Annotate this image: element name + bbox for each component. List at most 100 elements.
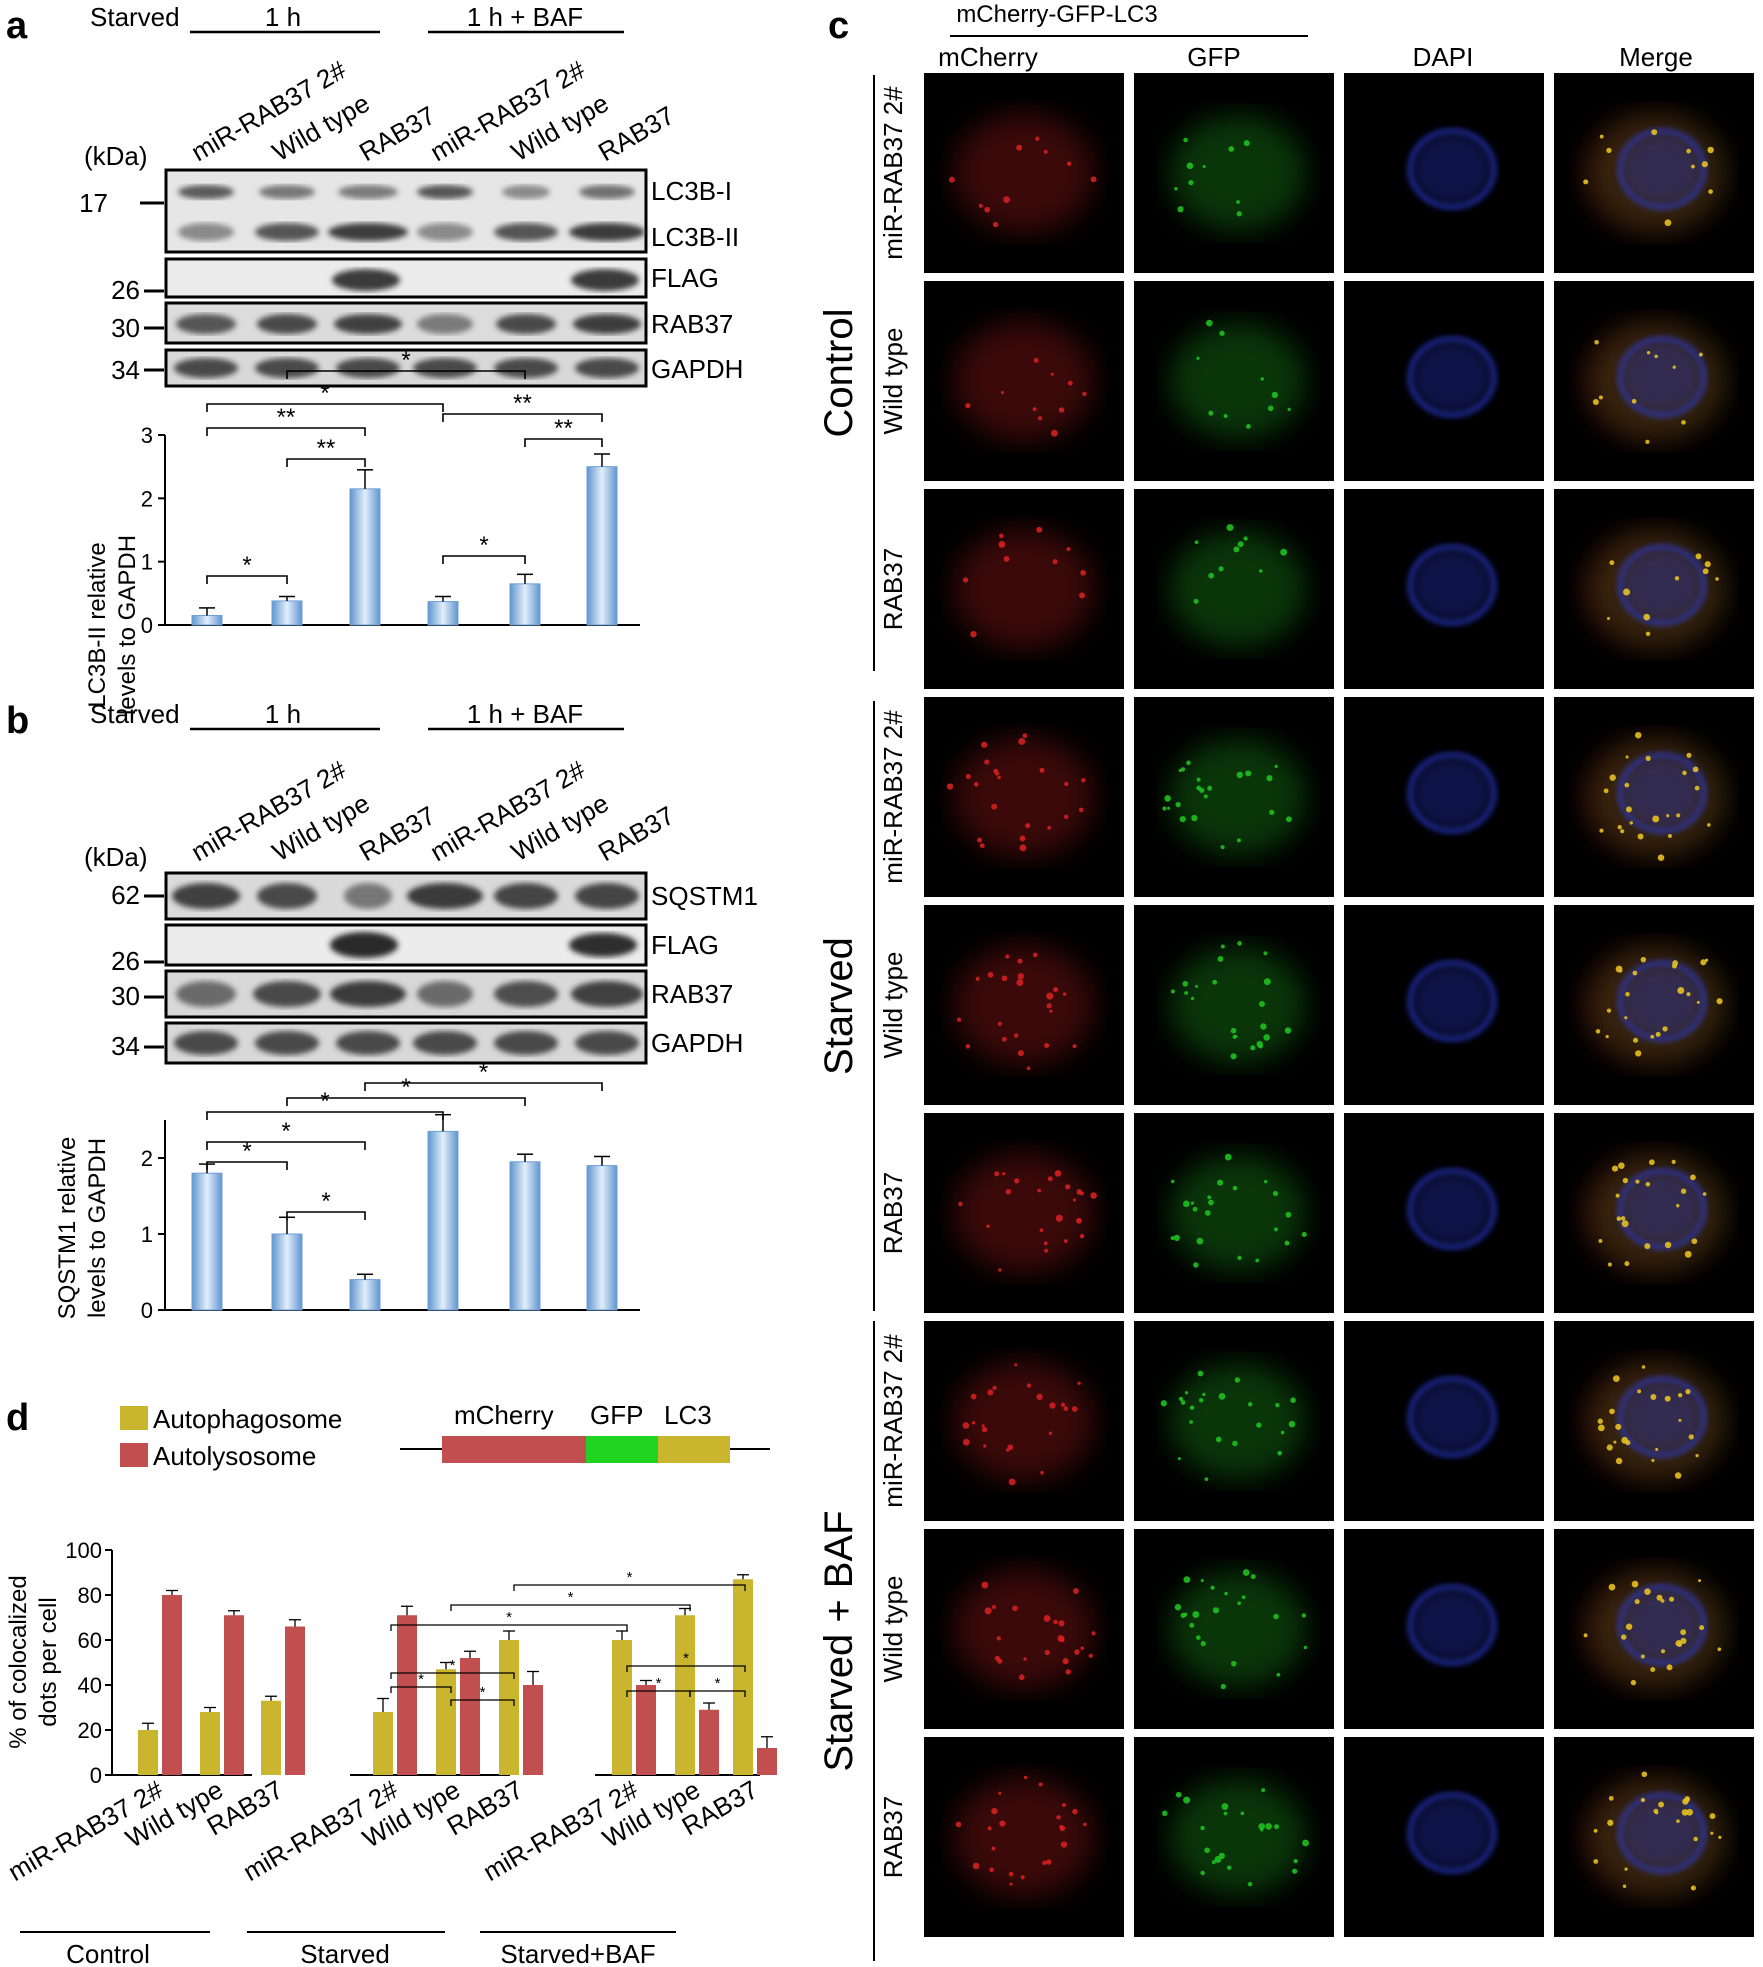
significance-mark: * xyxy=(320,1088,329,1115)
significance-bracket xyxy=(390,1672,515,1679)
significance-mark: * xyxy=(450,1657,456,1674)
column-headers-c: mCherry GFP DAPI Merge xyxy=(938,42,1693,72)
ylabel-a-line1: LC3B-II relative xyxy=(84,542,111,707)
blot-band xyxy=(336,1031,400,1055)
panel-d: d Autophagosome Autolysosome mCherry GFP… xyxy=(3,1397,777,1967)
micrograph-dapi xyxy=(1344,1321,1544,1521)
blot-band xyxy=(172,883,240,909)
micrograph-merge xyxy=(1554,281,1754,481)
blot-band xyxy=(494,1031,558,1055)
row-label: miR-RAB37 2# xyxy=(878,710,908,884)
marker-62: 62 xyxy=(111,880,140,910)
marker-34-b: 34 xyxy=(111,1031,140,1061)
blot-band xyxy=(496,314,556,334)
micrograph-merge xyxy=(1554,489,1754,689)
micrograph-mcherry xyxy=(924,1529,1124,1729)
bar xyxy=(757,1748,777,1775)
bar xyxy=(427,601,459,626)
blot-band xyxy=(176,981,236,1007)
blot-band xyxy=(257,314,317,334)
segment-gfp xyxy=(586,1436,658,1463)
micrograph-merge xyxy=(1554,905,1754,1105)
row-label: RAB37 xyxy=(878,1796,908,1878)
significance-mark: * xyxy=(479,532,488,559)
micrograph-merge xyxy=(1554,697,1754,897)
y-tick-label: 1 xyxy=(141,1222,153,1247)
bar xyxy=(285,1626,305,1775)
group-starvedbaf-d: Starved+BAF xyxy=(500,1939,655,1967)
significance-bracket xyxy=(286,1097,526,1106)
panel-label-a: a xyxy=(6,5,28,47)
micrograph-gfp xyxy=(1134,697,1334,897)
micrograph-gfp xyxy=(1134,905,1334,1105)
significance-mark: * xyxy=(479,1059,488,1086)
band-lc3b-i: LC3B-I xyxy=(651,176,732,206)
panel-b: b Starved 1 h 1 h + BAF miR-RAB37 2#Wild… xyxy=(6,699,758,1323)
significance-bracket xyxy=(364,1082,603,1091)
y-tick-label: 2 xyxy=(141,1146,153,1171)
band-labels-a: LC3B-I LC3B-II FLAG RAB37 GAPDH xyxy=(651,176,743,384)
row-label: Wild type xyxy=(878,952,908,1059)
significance-bracket xyxy=(206,1161,288,1170)
panel-c: c mCherry-GFP-LC3 mCherry GFP DAPI Merge mi… xyxy=(817,1,1754,1961)
blot-band xyxy=(575,883,639,909)
y-tick-label: 80 xyxy=(78,1583,102,1608)
bar xyxy=(436,1669,456,1775)
construct-label-c: mCherry-GFP-LC3 xyxy=(956,1,1157,28)
micrograph-gfp xyxy=(1134,1529,1334,1729)
group-control-d: Control xyxy=(66,1939,150,1967)
blot-band xyxy=(174,358,238,378)
blot-band xyxy=(328,223,408,241)
bar xyxy=(509,1161,541,1311)
row-label: Wild type xyxy=(878,328,908,435)
significance-bracket xyxy=(450,1699,515,1706)
significance-bracket xyxy=(689,1690,746,1697)
bar xyxy=(191,615,223,626)
significance-bracket xyxy=(206,575,288,584)
significance-bracket xyxy=(390,1686,452,1693)
significance-mark: * xyxy=(281,1118,290,1145)
blot-band xyxy=(494,981,558,1007)
micrograph-gfp xyxy=(1134,73,1334,273)
micrograph-mcherry xyxy=(924,697,1124,897)
row-label: Wild type xyxy=(878,1576,908,1683)
y-tick-label: 40 xyxy=(78,1673,102,1698)
significance-mark: * xyxy=(715,1675,721,1692)
micrograph-dapi xyxy=(1344,1113,1544,1313)
micrograph-dapi xyxy=(1344,73,1544,273)
significance-mark: * xyxy=(683,1650,689,1667)
y-tick-label: 3 xyxy=(141,423,153,448)
significance-mark: ** xyxy=(277,404,296,431)
group-label: Starved + BAF xyxy=(817,1510,861,1771)
micrograph-merge xyxy=(1554,1113,1754,1313)
row-label: RAB37 xyxy=(878,1172,908,1254)
legend-autophagosome: Autophagosome xyxy=(153,1404,342,1434)
blot-gapdh-b xyxy=(164,1021,648,1065)
y-tick-label: 2 xyxy=(141,486,153,511)
ylabel-b-line1: SQSTM1 relative xyxy=(54,1137,81,1320)
segment-lc3 xyxy=(658,1436,730,1463)
group-1h-a: 1 h xyxy=(265,2,301,32)
starved-label-a: Starved xyxy=(90,2,180,32)
blot-band xyxy=(494,883,558,909)
bar xyxy=(612,1640,632,1775)
significance-mark: * xyxy=(480,1684,486,1701)
micrograph-mcherry xyxy=(924,1113,1124,1313)
marker-30-a: 30 xyxy=(111,313,140,343)
column-header: mCherry xyxy=(938,42,1038,72)
y-tick-label: 100 xyxy=(65,1538,102,1563)
blot-band xyxy=(413,1031,477,1055)
blot-band xyxy=(330,981,406,1007)
band-labels-b: SQSTM1 FLAG RAB37 GAPDH xyxy=(651,881,758,1058)
blot-rab37-b xyxy=(164,969,648,1019)
bar xyxy=(636,1685,656,1775)
significance-mark: * xyxy=(418,1671,424,1688)
bar xyxy=(271,600,303,626)
blot-band xyxy=(417,314,473,334)
kda-label-b: (kDa) xyxy=(84,842,148,872)
band-flag-b: FLAG xyxy=(651,930,719,960)
markers-b: 62 26 30 34 xyxy=(111,880,164,1061)
